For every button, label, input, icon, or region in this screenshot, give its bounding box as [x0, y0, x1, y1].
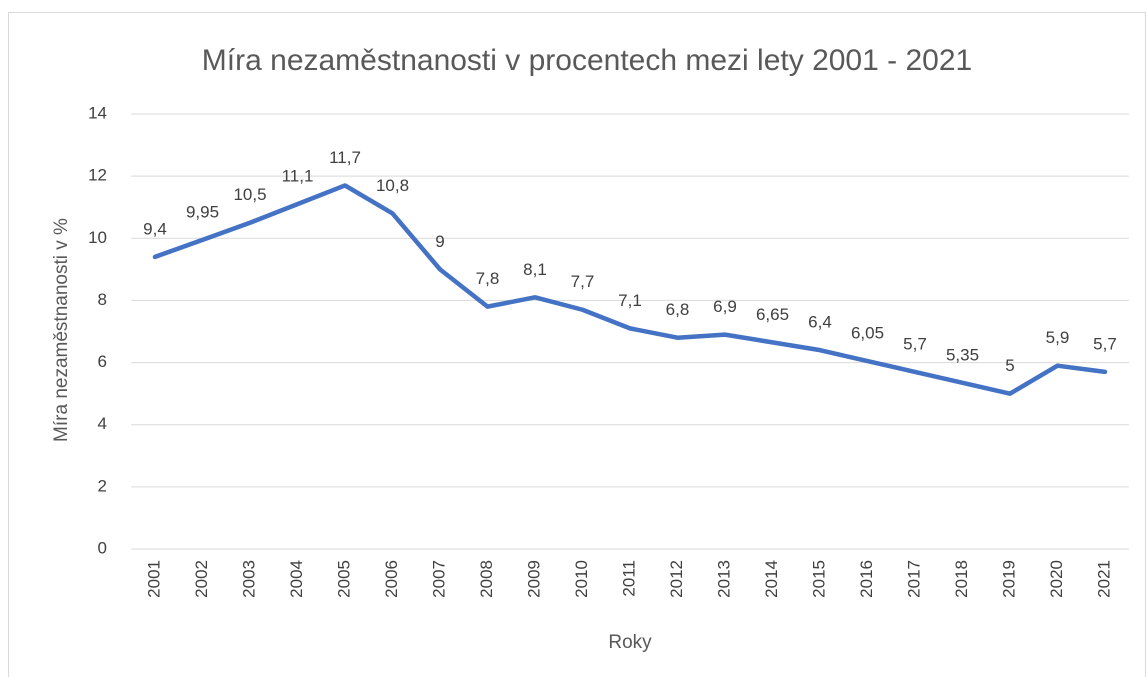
data-label: 5,7 — [1093, 334, 1117, 353]
x-tick-label: 2012 — [667, 560, 686, 598]
x-axis-label: Roky — [608, 632, 652, 653]
data-line — [152, 183, 1108, 396]
data-label: 7,8 — [476, 269, 500, 288]
y-tick-label: 8 — [98, 290, 107, 309]
y-tick-label: 14 — [88, 103, 107, 122]
y-tick-label: 0 — [98, 538, 107, 557]
data-label: 5,9 — [1046, 328, 1070, 347]
data-label: 5 — [1005, 356, 1014, 375]
x-tick-label: 2002 — [192, 560, 211, 598]
x-tick-label: 2014 — [762, 560, 781, 598]
x-tick-label: 2006 — [382, 560, 401, 598]
chart-title: Míra nezaměstnanosti v procentech mezi l… — [202, 44, 972, 77]
data-label: 6,65 — [756, 305, 789, 324]
data-label: 6,8 — [666, 300, 690, 319]
x-tick-label: 2017 — [904, 560, 923, 598]
data-label: 7,1 — [618, 291, 642, 310]
y-tick-label: 6 — [98, 352, 107, 371]
data-label: 8,1 — [523, 260, 547, 279]
x-tick-label: 2018 — [952, 560, 971, 598]
x-tick-label: 2019 — [999, 560, 1018, 598]
x-tick-label: 2011 — [619, 560, 638, 597]
data-label: 9,4 — [143, 219, 167, 238]
x-tick-label: 2015 — [809, 560, 828, 598]
x-tick-label: 2021 — [1094, 560, 1113, 598]
y-tick-label: 10 — [88, 228, 107, 247]
data-label: 11,7 — [329, 148, 361, 167]
x-tick-label: 2009 — [524, 560, 543, 598]
data-label: 9 — [435, 232, 444, 251]
data-label: 5,7 — [903, 334, 927, 353]
x-tick-label: 2004 — [287, 560, 306, 598]
data-label: 11,1 — [282, 167, 314, 186]
x-tick-label: 2008 — [477, 560, 496, 598]
x-tick-label: 2013 — [714, 560, 733, 598]
data-label: 9,95 — [186, 202, 219, 221]
data-label: 6,05 — [851, 324, 884, 343]
y-tick-label: 4 — [98, 414, 107, 433]
x-tick-label: 2016 — [857, 560, 876, 598]
x-tick-label: 2003 — [239, 560, 258, 598]
data-label: 6,9 — [713, 297, 737, 316]
x-tick-label: 2010 — [572, 560, 591, 598]
data-label: 10,5 — [233, 185, 266, 204]
data-label: 5,35 — [946, 345, 979, 364]
x-tick-label: 2020 — [1047, 560, 1066, 598]
y-tick-label: 12 — [88, 166, 107, 185]
data-label: 10,8 — [376, 176, 409, 195]
data-label: 7,7 — [571, 272, 595, 291]
x-tick-label: 2007 — [429, 560, 448, 598]
x-tick-label: 2005 — [334, 560, 353, 598]
y-axis-label: Míra nezaměstnanosti v % — [51, 218, 72, 442]
data-label: 6,4 — [808, 313, 832, 332]
y-tick-label: 2 — [98, 476, 107, 495]
chart-border — [8, 12, 1146, 677]
x-tick-label: 2001 — [144, 560, 163, 598]
